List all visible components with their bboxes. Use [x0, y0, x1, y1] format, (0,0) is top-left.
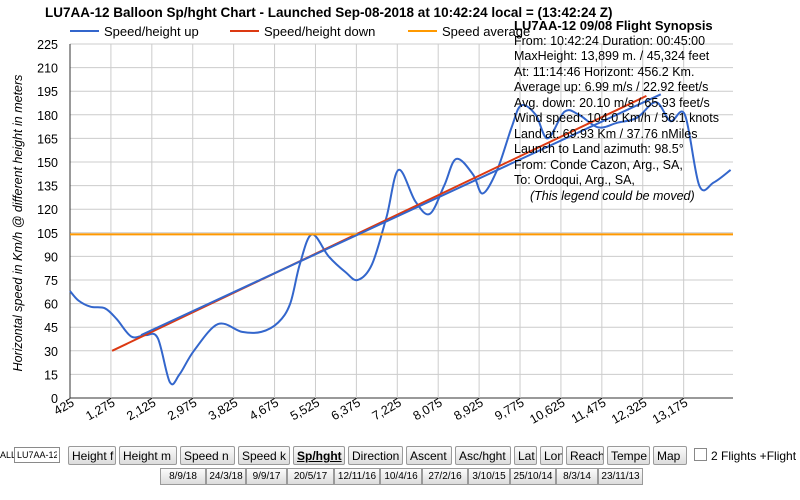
synopsis-note: (This legend could be moved): [530, 188, 695, 203]
x-tick-labels: 425 1,275 2,125 2,975 3,825 4,675 5,525 6,375 7,…: [51, 395, 690, 426]
flight-date-button[interactable]: 10/4/16: [380, 468, 422, 485]
flight-date-button[interactable]: 23/11/13: [598, 468, 643, 485]
synopsis-line: Avg. down: 20.10 m/s / 65.93 feet/s: [514, 95, 710, 110]
x-tick-label: 2,125: [124, 395, 158, 423]
synopsis-line: Land at: 69.93 Km / 37.76 nMiles: [514, 126, 698, 141]
direction-button[interactable]: Direction: [348, 446, 403, 465]
flight-synopsis[interactable]: LU7AA-12 09/08 Flight Synopsis From: 10:…: [514, 18, 719, 204]
all-label: ALL: [0, 450, 17, 460]
synopsis-line: Launch to Land azimuth: 98.5°: [514, 142, 684, 156]
y-tick-label: 165: [37, 132, 58, 146]
flight-date-button[interactable]: 25/10/14: [510, 468, 556, 485]
flight-date-button[interactable]: 8/9/18: [160, 468, 206, 485]
flight-date-button[interactable]: 27/2/16: [422, 468, 468, 485]
two-flights-label: 2 Flights +Flight: [711, 449, 797, 463]
speed-knots-button[interactable]: Speed n: [180, 446, 235, 465]
speed-height-button[interactable]: Sp/hght: [293, 446, 345, 465]
flight-date-button[interactable]: 3/10/15: [468, 468, 510, 485]
series-lines: [69, 93, 733, 386]
y-tick-label: 0: [51, 392, 58, 406]
x-tick-label: 7,225: [370, 395, 404, 423]
x-tick-label: 9,775: [492, 395, 526, 423]
x-tick-label: 8,925: [452, 395, 486, 423]
y-tick-label: 180: [37, 109, 58, 123]
y-tick-label: 60: [44, 298, 58, 312]
ascent-height-button[interactable]: Asc/hght: [455, 446, 511, 465]
flight-date-button[interactable]: 24/3/18: [206, 468, 246, 485]
x-tick-label: 12,325: [609, 395, 649, 426]
y-tick-label: 30: [44, 345, 58, 359]
x-tick-label: 11,475: [569, 395, 608, 426]
synopsis-line: Wind speed: 104.0 Km/h / 56.1 knots: [514, 111, 719, 125]
legend-label-speed-down: Speed/height down: [264, 24, 375, 39]
flight-date-button[interactable]: 12/11/16: [334, 468, 380, 485]
y-axis-label: Horizontal speed in Km/h @ different hei…: [11, 75, 25, 372]
legend-label-speed-up: Speed/height up: [104, 24, 199, 39]
y-tick-label: 45: [44, 321, 58, 335]
speed-height-chart: LU7AA-12 Balloon Sp/hght Chart - Launche…: [11, 5, 733, 427]
two-flights-checkbox[interactable]: [694, 448, 707, 461]
synopsis-line: MaxHeight: 13,899 m. / 45,324 feet: [514, 49, 710, 63]
x-tick-label: 3,825: [206, 395, 240, 423]
chart-title: LU7AA-12 Balloon Sp/hght Chart - Launche…: [45, 5, 613, 20]
synopsis-title: LU7AA-12 09/08 Flight Synopsis: [514, 18, 713, 33]
y-tick-label: 90: [44, 250, 58, 264]
x-tick-label: 6,375: [329, 395, 363, 423]
x-tick-label: 10,625: [527, 395, 567, 426]
x-tick-label: 4,675: [247, 395, 281, 423]
height-feet-button[interactable]: Height f: [68, 446, 116, 465]
y-tick-label: 120: [37, 203, 58, 217]
series-trend-up: [140, 93, 662, 337]
legend-label-speed-average: Speed average: [442, 24, 530, 39]
map-button[interactable]: Map: [653, 446, 687, 465]
x-tick-label: 5,525: [288, 395, 322, 423]
chart-legend: Speed/height up Speed/height down Speed …: [70, 24, 530, 39]
y-tick-label: 225: [37, 38, 58, 52]
longitude-button[interactable]: Lon: [540, 446, 563, 465]
speed-kmh-button[interactable]: Speed k: [238, 446, 290, 465]
callsign-input[interactable]: [14, 447, 60, 463]
synopsis-line: From: 10:42:24 Duration: 00:45:00: [514, 33, 706, 48]
synopsis-line: From: Conde Cazon, Arg., SA,: [514, 157, 683, 172]
chart-controls: ALL Height f Height m Speed n Speed k Sp…: [0, 446, 800, 466]
y-tick-label: 105: [37, 227, 58, 241]
y-tick-label: 135: [37, 180, 58, 194]
x-tick-label: 2,975: [165, 395, 199, 423]
y-tick-label: 15: [44, 368, 58, 382]
y-tick-label: 75: [44, 274, 58, 288]
x-tick-label: 13,175: [650, 395, 690, 426]
synopsis-line: To: Ordoqui, Arg., SA,: [514, 173, 635, 187]
temperature-button[interactable]: Tempe: [607, 446, 650, 465]
flight-date-buttons: 8/9/18 24/3/18 9/9/17 20/5/17 12/11/16 1…: [0, 468, 800, 486]
two-flights-toggle[interactable]: 2 Flights +Flight: [694, 448, 796, 463]
synopsis-line: Average up: 6.99 m/s / 22.92 feet/s: [514, 80, 709, 94]
series-speed-height-up: [69, 101, 732, 386]
synopsis-line: At: 11:14:46 Horizont: 456.2 Km.: [514, 64, 695, 79]
flight-date-button[interactable]: 9/9/17: [246, 468, 287, 485]
latitude-button[interactable]: Lat: [514, 446, 537, 465]
y-tick-label: 195: [37, 85, 58, 99]
flight-date-button[interactable]: 8/3/14: [556, 468, 598, 485]
height-meters-button[interactable]: Height m: [119, 446, 177, 465]
x-tick-label: 1,275: [83, 395, 117, 423]
y-tick-label: 210: [37, 62, 58, 76]
y-tick-label: 150: [37, 156, 58, 170]
flight-date-button[interactable]: 20/5/17: [287, 468, 334, 485]
reach-button[interactable]: Reach: [566, 446, 604, 465]
y-tick-labels: 0 15 30 45 60 75 90 105 120 135 150 165 180 195 210 225: [37, 38, 58, 406]
x-tick-label: 8,075: [411, 395, 445, 423]
ascent-button[interactable]: Ascent: [406, 446, 452, 465]
